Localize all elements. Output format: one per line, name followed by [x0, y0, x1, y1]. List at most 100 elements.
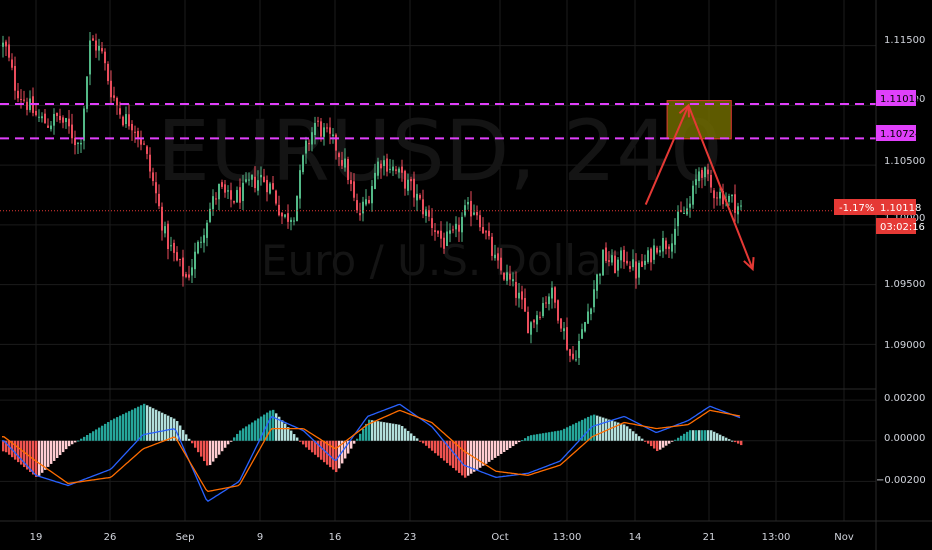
candle — [134, 125, 136, 143]
macd-bar — [335, 440, 338, 473]
candle — [83, 105, 85, 150]
candle — [557, 299, 559, 324]
macd-bar — [299, 440, 302, 442]
macd-bar — [383, 422, 386, 441]
candle — [416, 184, 418, 212]
candle — [2, 35, 4, 58]
time-tick: 14 — [629, 532, 642, 543]
macd-bar — [122, 414, 125, 441]
candle — [371, 179, 373, 212]
macd-bar — [35, 440, 38, 477]
macd-bar — [671, 440, 674, 442]
macd-bar — [686, 431, 689, 441]
macd-bar — [446, 440, 449, 464]
candle — [140, 130, 142, 151]
candle — [401, 159, 403, 182]
candle — [503, 272, 505, 282]
macd-bar — [542, 433, 545, 441]
macd-bar — [440, 440, 443, 459]
macd-bar — [224, 440, 227, 448]
candle — [332, 128, 334, 144]
macd-bar — [707, 430, 710, 441]
macd-bar — [422, 440, 425, 444]
macd-bar — [233, 437, 236, 441]
macd-bar — [167, 415, 170, 441]
candle — [452, 225, 454, 234]
macd-bar — [488, 440, 491, 462]
macd-bar — [674, 439, 677, 441]
time-tick: Oct — [491, 532, 508, 543]
macd-bar — [662, 440, 665, 448]
candle — [644, 254, 646, 270]
macd-bar — [395, 424, 398, 441]
candle — [425, 206, 427, 223]
macd-bar — [350, 440, 353, 449]
candle — [317, 116, 319, 127]
macd-bar — [131, 409, 134, 441]
candle — [578, 333, 580, 365]
candle — [650, 247, 652, 271]
macd-bar — [473, 440, 476, 472]
macd-bar — [323, 440, 326, 463]
macd-bar — [617, 422, 620, 441]
macd-bar — [716, 433, 719, 441]
candle — [50, 121, 52, 132]
candle — [509, 265, 511, 286]
macd-bar — [218, 440, 221, 455]
macd-bar — [8, 440, 11, 455]
macd-bar — [731, 440, 734, 442]
candle — [8, 36, 10, 62]
time-axis[interactable]: 19 26 Sep 9 16 23 Oct 13:00 14 21 13:00 … — [30, 532, 854, 543]
macd-bar — [632, 431, 635, 441]
macd-bar — [308, 440, 311, 450]
macd-bar — [389, 423, 392, 441]
macd-bar — [152, 408, 155, 441]
macd-bar — [353, 440, 356, 444]
macd-bar — [539, 433, 542, 441]
macd-axis[interactable]: 0.00200 0.00000 −0.00200 — [876, 393, 926, 486]
candle — [497, 247, 499, 269]
candle — [647, 247, 649, 264]
candle — [641, 253, 643, 268]
candle — [101, 41, 103, 54]
candle — [191, 259, 193, 283]
candle — [185, 271, 187, 279]
macd-bar — [269, 410, 272, 441]
macd-bar — [260, 416, 263, 441]
macd-bar — [110, 420, 113, 441]
candle — [179, 258, 181, 267]
candle — [440, 221, 442, 248]
candle — [251, 174, 253, 188]
candle — [209, 202, 211, 224]
candle — [476, 205, 478, 220]
macd-bar — [461, 440, 464, 476]
macd-bar — [251, 422, 254, 441]
macd-bar — [404, 428, 407, 441]
candle — [212, 189, 214, 216]
macd-bar — [638, 436, 641, 441]
candle — [536, 310, 538, 333]
macd-bar — [125, 412, 128, 441]
macd-bar — [692, 430, 695, 441]
candle — [428, 205, 430, 222]
candle — [521, 285, 523, 310]
candle — [698, 167, 700, 188]
candle — [407, 173, 409, 196]
macd-bar — [704, 430, 707, 441]
macd-bar — [467, 440, 470, 476]
candle — [398, 166, 400, 179]
macd-bar — [314, 440, 317, 455]
candle — [443, 232, 445, 254]
candle — [524, 288, 526, 312]
candle — [458, 217, 460, 242]
macd-bar — [368, 419, 371, 441]
countdown-badge — [876, 218, 916, 234]
macd-bar — [215, 440, 218, 459]
candle — [461, 212, 463, 242]
candle — [116, 96, 118, 115]
candle — [395, 165, 397, 175]
candle — [470, 191, 472, 227]
candle — [62, 115, 64, 129]
macd-bar — [53, 440, 56, 461]
